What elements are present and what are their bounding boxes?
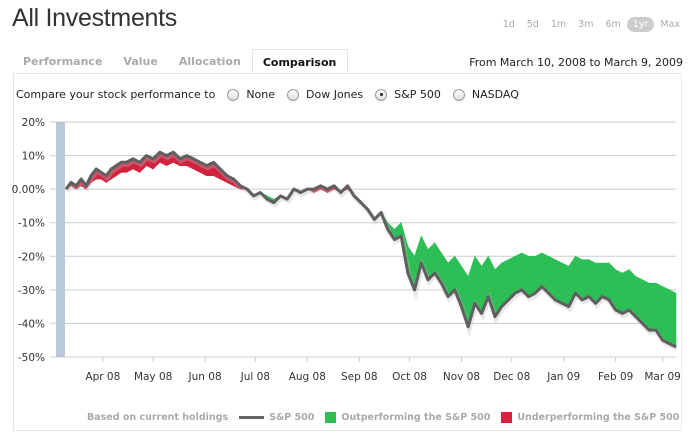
y-axis-band	[56, 122, 65, 357]
radio-checked-icon[interactable]	[375, 88, 388, 101]
chart-panel	[13, 73, 682, 431]
series-lines	[64, 150, 679, 352]
legend-label: Underperforming the S&P 500	[517, 412, 680, 423]
radio-dow-jones[interactable]: Dow Jones	[287, 88, 363, 101]
x-tick-label: Sep 08	[341, 371, 378, 383]
y-tick-label: 10%	[22, 151, 45, 163]
chart-legend: Based on current holdings S&P 500 Outper…	[87, 412, 679, 423]
outperform-band	[648, 282, 657, 331]
x-tick-label: Nov 08	[443, 371, 480, 383]
time-range-selector: 1d 5d 1m 3m 6m 1yr Max	[497, 17, 686, 32]
x-tick-label: Mar 09	[644, 371, 681, 383]
legend-item-outperforming: Outperforming the S&P 500	[325, 412, 490, 423]
radio-nasdaq[interactable]: NASDAQ	[452, 88, 519, 101]
tab-bar: Performance Value Allocation Comparison	[13, 49, 349, 74]
radio-circle-icon[interactable]	[452, 88, 465, 101]
radio-label: None	[246, 88, 276, 101]
radio-label: NASDAQ	[471, 88, 519, 101]
range-1d[interactable]: 1d	[502, 19, 515, 30]
range-3m[interactable]: 3m	[578, 19, 594, 30]
x-tick-label: Jun 08	[188, 371, 222, 383]
x-tick-label: Apr 08	[85, 371, 120, 383]
radio-circle-icon[interactable]	[287, 88, 300, 101]
x-tick-label: May 08	[134, 371, 172, 383]
legend-label: S&P 500	[269, 412, 315, 423]
outperform-band	[514, 252, 523, 294]
outperform-band	[555, 259, 563, 304]
y-tick-label: 20%	[22, 117, 45, 129]
outperform-band	[622, 269, 630, 314]
y-tick-label: -10%	[18, 218, 45, 230]
outperform-band	[601, 262, 610, 301]
legend-item-underperforming: Underperforming the S&P 500	[501, 412, 679, 423]
y-tick-label: -20%	[18, 251, 45, 263]
radio-none[interactable]: None	[227, 88, 275, 101]
tab-allocation[interactable]: Allocation	[178, 55, 241, 68]
green-swatch-icon	[325, 412, 337, 423]
x-tick-label: Jul 08	[240, 371, 270, 383]
radio-circle-icon[interactable]	[227, 88, 240, 101]
tab-performance[interactable]: Performance	[23, 55, 103, 68]
legend-item-sp500: S&P 500	[239, 412, 314, 423]
sp500-line	[64, 150, 677, 349]
legend-label: Outperforming the S&P 500	[341, 412, 491, 423]
page-title: All Investments	[12, 4, 178, 32]
x-tick-label: Jan 09	[546, 371, 580, 383]
x-axis: Apr 08 May 08 Jun 08 Jul 08 Aug 08 Sep 08 Oct …	[85, 357, 681, 383]
x-tick-label: Dec 08	[493, 371, 530, 383]
compare-controls: Compare your stock performance to None D…	[16, 88, 519, 101]
red-swatch-icon	[501, 412, 513, 423]
y-tick-label: -50%	[18, 352, 45, 364]
tab-value[interactable]: Value	[123, 55, 158, 68]
outperform-band	[615, 269, 623, 314]
compare-label: Compare your stock performance to	[16, 88, 216, 101]
range-max[interactable]: Max	[660, 19, 680, 30]
y-tick-label: -40%	[18, 318, 45, 330]
y-axis-labels: 20% 10% 0.00% -10% -20% -30% -40% -50%	[12, 117, 45, 364]
range-1m[interactable]: 1m	[550, 19, 567, 30]
y-tick-label: 0.00%	[12, 184, 45, 196]
radio-sp500[interactable]: S&P 500	[375, 88, 441, 101]
outperform-band	[528, 255, 536, 298]
outperform-band	[581, 259, 590, 301]
radio-label: Dow Jones	[306, 88, 364, 101]
radio-label: S&P 500	[394, 88, 441, 101]
x-tick-label: Oct 08	[392, 371, 427, 383]
range-6m[interactable]: 6m	[605, 19, 621, 30]
outperform-band	[662, 286, 670, 345]
y-tick-label: -30%	[18, 285, 45, 297]
x-tick-label: Aug 08	[289, 371, 326, 383]
date-range-label: From March 10, 2008 to March 9, 2009	[469, 56, 683, 69]
tab-comparison[interactable]: Comparison	[251, 49, 349, 73]
sp500-line-shadow	[64, 151, 679, 352]
legend-note: Based on current holdings	[87, 412, 229, 423]
x-tick-label: Feb 09	[598, 371, 633, 383]
performance-bands	[65, 151, 677, 348]
outperform-band	[668, 289, 677, 348]
range-5d[interactable]: 5d	[526, 19, 539, 30]
range-1yr[interactable]: 1yr	[626, 17, 655, 32]
outperform-band	[561, 262, 570, 308]
line-swatch-icon	[239, 416, 265, 419]
